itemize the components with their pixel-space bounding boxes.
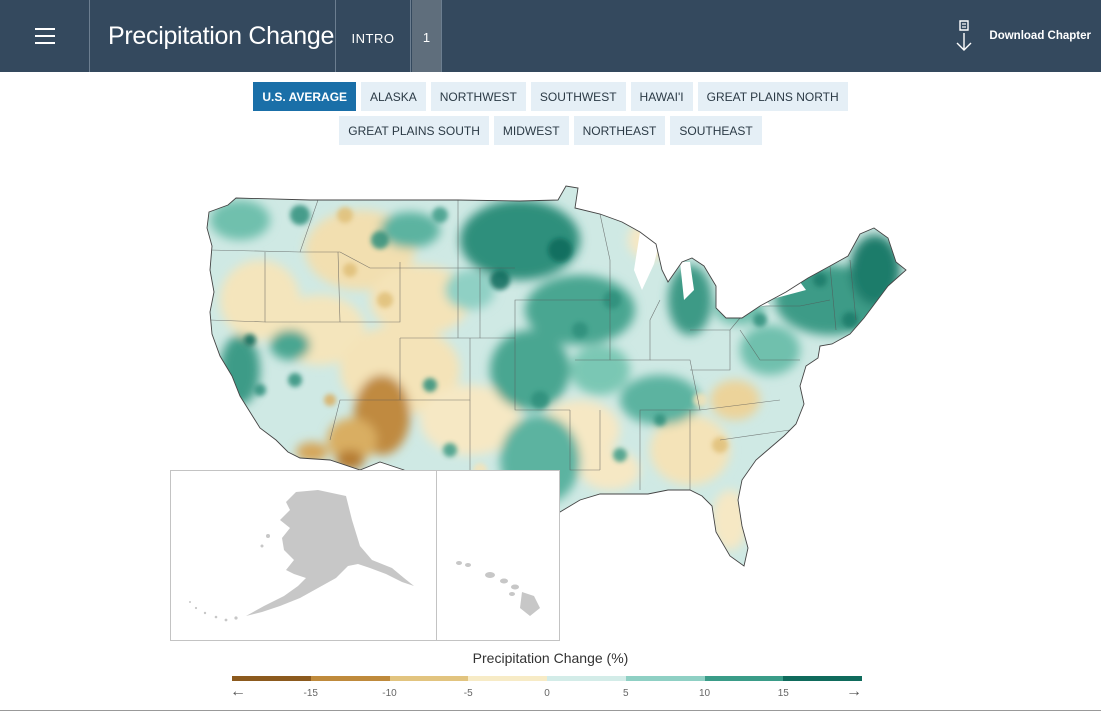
contiguous-us-map	[170, 185, 907, 641]
legend-swatch	[783, 676, 862, 681]
download-label: Download Chapter	[989, 30, 1091, 42]
region-tab-southeast[interactable]: SOUTHEAST	[670, 116, 762, 145]
legend-ticks: -15 -10 -5 0 5 10 15	[232, 688, 862, 702]
legend-swatch	[232, 676, 311, 681]
arrow-left-icon: ←	[230, 683, 246, 700]
precipitation-map	[0, 150, 1101, 650]
hawaii-inset-box	[436, 470, 560, 641]
legend-tick-label: 10	[698, 688, 711, 699]
legend-swatch	[468, 676, 547, 681]
legend-tick-label: -5	[463, 688, 473, 699]
download-chapter-button[interactable]: Download Chapter	[953, 0, 1091, 72]
legend-swatch	[625, 676, 705, 681]
region-tabs-row-1: U.S. AVERAGE ALASKA NORTHWEST SOUTHWEST HAWA…	[0, 82, 1101, 111]
legend-swatch	[547, 676, 626, 681]
region-tab-u-s-average[interactable]: U.S. AVERAGE	[253, 82, 357, 111]
region-tab-hawai-i[interactable]: HAWAI'I	[630, 82, 693, 111]
title-cell: Precipitation Change	[90, 0, 336, 72]
legend-swatch	[704, 676, 784, 681]
divider	[0, 710, 1101, 711]
region-tabs-row-2: GREAT PLAINS SOUTH MIDWEST NORTHEAST SOUTHE…	[0, 116, 1101, 145]
legend-tick-label: 15	[777, 688, 789, 699]
nav-page-1-tab[interactable]: 1	[412, 0, 442, 72]
aleutian-islands	[189, 534, 270, 622]
nav-intro-tab[interactable]: INTRO	[336, 0, 411, 72]
region-tab-great-plains-south[interactable]: GREAT PLAINS SOUTH	[339, 116, 489, 145]
alaska-shape	[246, 490, 414, 616]
legend-tick-label: 5	[622, 688, 629, 699]
region-tab-northwest[interactable]: NORTHWEST	[430, 82, 526, 111]
region-tab-southwest[interactable]: SOUTHWEST	[530, 82, 626, 111]
region-tab-midwest[interactable]: MIDWEST	[493, 116, 569, 145]
region-tab-great-plains-north[interactable]: GREAT PLAINS NORTH	[697, 82, 848, 111]
download-icon	[956, 20, 972, 51]
arrow-right-icon: →	[846, 683, 862, 700]
page-title: Precipitation Change	[108, 21, 335, 50]
region-tab-northeast[interactable]: NORTHEAST	[573, 116, 666, 145]
legend-color-bar	[232, 676, 862, 681]
region-tab-alaska[interactable]: ALASKA	[361, 82, 426, 111]
top-bar: Precipitation Change INTRO 1 Download Ch…	[0, 0, 1101, 72]
hamburger-icon	[34, 28, 55, 44]
legend-tick-label: 0	[544, 688, 550, 699]
menu-button[interactable]	[0, 0, 90, 72]
legend-swatch	[310, 676, 390, 681]
legend-title: Precipitation Change (%)	[472, 650, 629, 666]
legend-tick-label: -15	[303, 688, 318, 699]
legend-swatch	[389, 676, 469, 681]
legend-tick-label: -10	[382, 688, 397, 699]
hawaii-islands	[456, 561, 540, 616]
